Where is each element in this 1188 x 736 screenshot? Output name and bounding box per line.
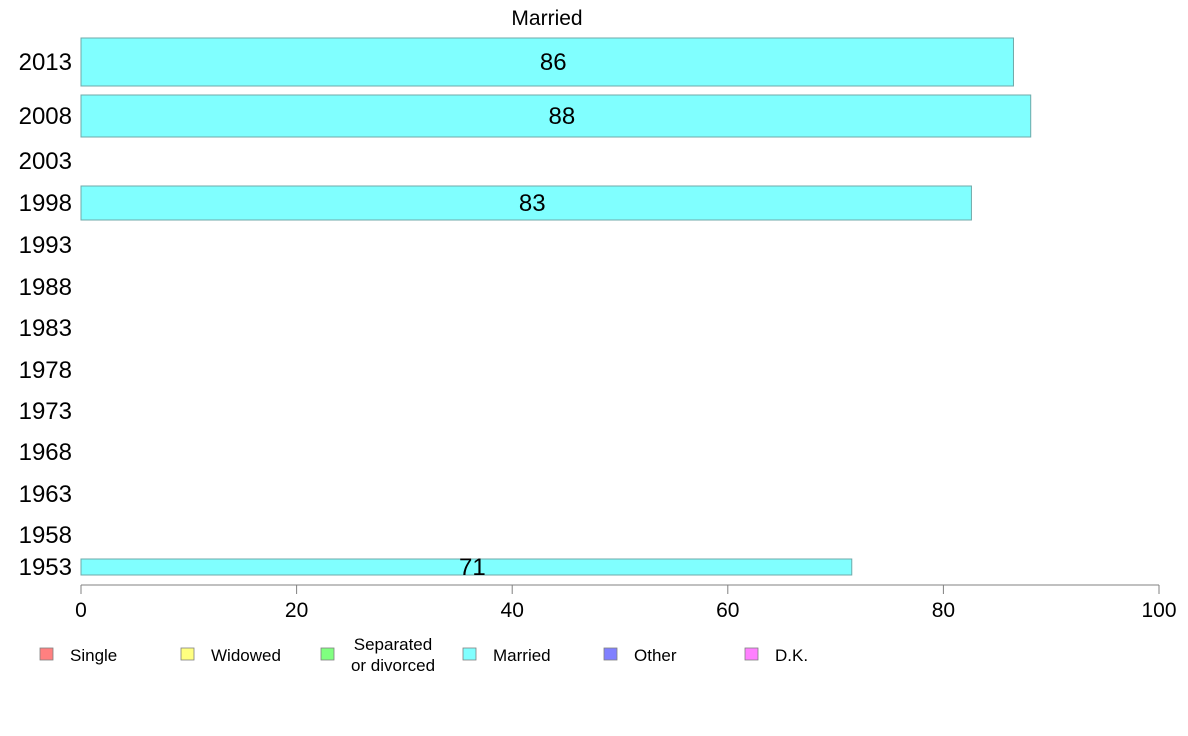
x-tick-label-0: 0 <box>75 599 87 622</box>
x-tick-label-100: 100 <box>1141 599 1176 622</box>
category-label-1988: 1988 <box>19 274 72 301</box>
category-label-1963: 1963 <box>19 481 72 508</box>
legend-swatch-5 <box>744 647 759 661</box>
category-label-2003: 2003 <box>19 148 72 175</box>
legend-swatch-4 <box>603 647 618 661</box>
legend-label-0: Single <box>70 646 117 665</box>
bars-layer <box>80 37 1032 576</box>
x-tick-label-60: 60 <box>716 599 739 622</box>
category-label-2008: 2008 <box>19 103 72 130</box>
category-label-1978: 1978 <box>19 357 72 384</box>
legend-label-2: Separated or divorced <box>351 635 435 675</box>
legend-label-4: Other <box>634 646 677 665</box>
x-tick-label-80: 80 <box>932 599 955 622</box>
legend-label-5: D.K. <box>775 646 808 665</box>
legend-swatch-0 <box>39 647 54 661</box>
legend-swatch-1 <box>180 647 195 661</box>
category-label-1983: 1983 <box>19 315 72 342</box>
category-label-1953: 1953 <box>19 554 72 581</box>
x-tick-label-40: 40 <box>501 599 524 622</box>
category-label-1973: 1973 <box>19 398 72 425</box>
data-label-2013: 86 <box>540 49 567 76</box>
data-label-1953: 71 <box>459 554 486 581</box>
bar-1953 <box>80 558 853 576</box>
category-label-1968: 1968 <box>19 439 72 466</box>
x-tick-label-20: 20 <box>285 599 308 622</box>
category-labels: 2013 2008 2003 1998 1993 1988 1983 1978 1973 1968… <box>19 49 72 581</box>
bar-2008 <box>80 94 1032 138</box>
bar-2013 <box>80 37 1014 87</box>
legend-swatch-2 <box>320 647 335 661</box>
category-label-1958: 1958 <box>19 522 72 549</box>
legend-label-3: Married <box>493 646 551 665</box>
category-label-1993: 1993 <box>19 232 72 259</box>
x-axis: 0 20 40 60 80 100 <box>75 584 1177 622</box>
legend-swatch-3 <box>462 647 477 661</box>
chart-title: Married <box>511 7 582 30</box>
legend-label-1: Widowed <box>211 646 281 665</box>
data-label-1998: 83 <box>519 190 546 217</box>
data-labels: 86 88 83 71 <box>459 49 575 581</box>
bar-1998 <box>80 185 972 221</box>
data-label-2008: 88 <box>549 103 576 130</box>
category-label-1998: 1998 <box>19 190 72 217</box>
category-label-2013: 2013 <box>19 49 72 76</box>
legend: Single Widowed Separated or divorced Married… <box>39 635 808 675</box>
